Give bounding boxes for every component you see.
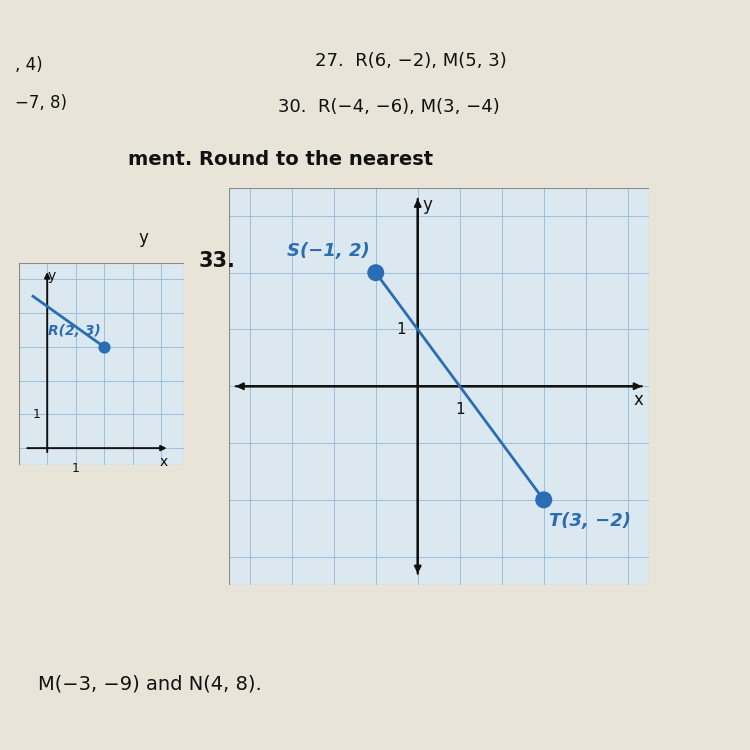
- Text: 27.  R(6, −2), M(5, 3): 27. R(6, −2), M(5, 3): [315, 53, 507, 70]
- Text: 1: 1: [396, 322, 406, 337]
- Point: [538, 494, 550, 506]
- Text: R(2, 3): R(2, 3): [49, 325, 101, 338]
- Text: x: x: [160, 454, 168, 469]
- Text: 1: 1: [72, 461, 80, 475]
- Text: S(−1, 2): S(−1, 2): [286, 242, 370, 260]
- Text: 30.  R(−4, −6), M(3, −4): 30. R(−4, −6), M(3, −4): [278, 98, 500, 116]
- Text: y: y: [139, 229, 148, 247]
- Text: 1: 1: [32, 408, 40, 421]
- Text: 1: 1: [455, 402, 464, 417]
- Text: x: x: [633, 392, 644, 410]
- Text: y: y: [47, 269, 56, 283]
- Bar: [19, 262, 184, 465]
- Text: 33.: 33.: [199, 251, 236, 272]
- Text: y: y: [422, 196, 432, 214]
- Text: ment. Round to the nearest: ment. Round to the nearest: [128, 150, 433, 169]
- Point: [98, 340, 110, 353]
- Text: −7, 8): −7, 8): [15, 94, 67, 112]
- Point: [370, 267, 382, 279]
- Bar: [229, 188, 649, 585]
- Text: M(−3, −9) and N(4, 8).: M(−3, −9) and N(4, 8).: [38, 675, 261, 694]
- Text: , 4): , 4): [15, 56, 43, 74]
- Text: T(3, −2): T(3, −2): [549, 512, 631, 530]
